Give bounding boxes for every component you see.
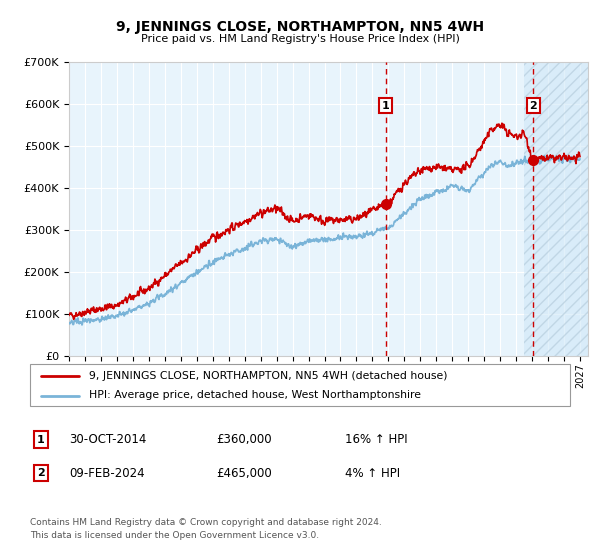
Text: 09-FEB-2024: 09-FEB-2024 — [69, 466, 145, 480]
Bar — [524, 62, 588, 356]
Text: 9, JENNINGS CLOSE, NORTHAMPTON, NN5 4WH (detached house): 9, JENNINGS CLOSE, NORTHAMPTON, NN5 4WH … — [89, 371, 448, 381]
FancyBboxPatch shape — [30, 364, 570, 406]
Text: 4% ↑ HPI: 4% ↑ HPI — [345, 466, 400, 480]
Text: Contains HM Land Registry data © Crown copyright and database right 2024.
This d: Contains HM Land Registry data © Crown c… — [30, 519, 382, 540]
Text: 30-OCT-2014: 30-OCT-2014 — [69, 433, 146, 446]
Text: 16% ↑ HPI: 16% ↑ HPI — [345, 433, 407, 446]
Text: £360,000: £360,000 — [216, 433, 272, 446]
Text: Price paid vs. HM Land Registry's House Price Index (HPI): Price paid vs. HM Land Registry's House … — [140, 34, 460, 44]
Text: £465,000: £465,000 — [216, 466, 272, 480]
Text: HPI: Average price, detached house, West Northamptonshire: HPI: Average price, detached house, West… — [89, 390, 421, 400]
Text: 2: 2 — [37, 468, 44, 478]
Text: 9, JENNINGS CLOSE, NORTHAMPTON, NN5 4WH: 9, JENNINGS CLOSE, NORTHAMPTON, NN5 4WH — [116, 20, 484, 34]
Text: 1: 1 — [382, 101, 389, 111]
Text: 2: 2 — [530, 101, 537, 111]
Text: 1: 1 — [37, 435, 44, 445]
